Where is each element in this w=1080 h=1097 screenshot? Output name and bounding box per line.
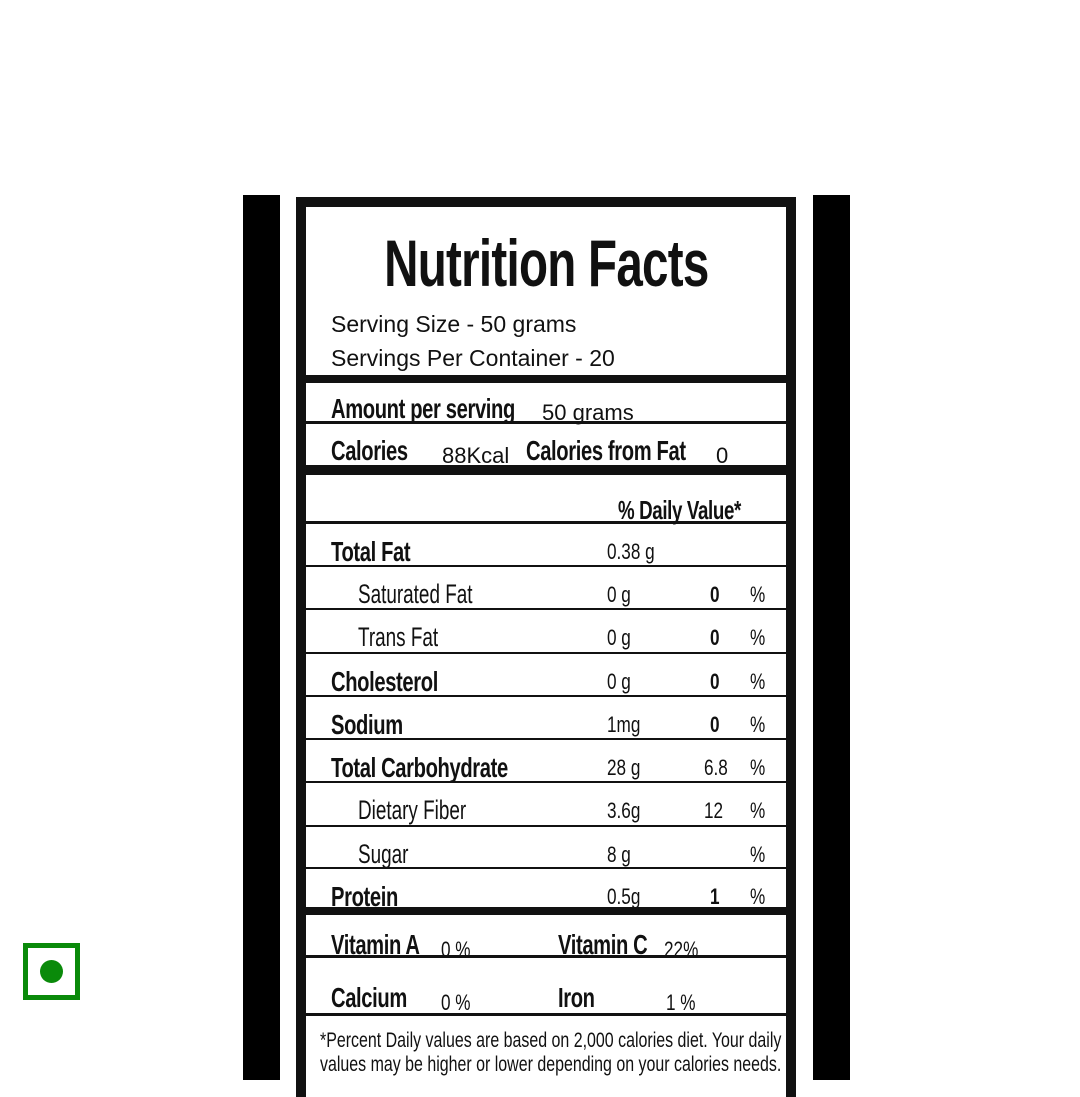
footnote-line-2: values may be higher or lower depending … — [320, 1053, 782, 1076]
nutrient-name: Total Carbohydrate — [331, 752, 508, 783]
serving-size: Serving Size - 50 grams — [331, 311, 577, 337]
calories-from-fat-label: Calories from Fat — [526, 435, 686, 466]
nutrient-name: Sugar — [358, 839, 409, 869]
nutrient-daily-value: 1 — [710, 884, 720, 909]
right-black-bar — [813, 195, 850, 1080]
left-black-bar — [243, 195, 280, 1080]
nutrient-name: Dietary Fiber — [358, 795, 467, 825]
divider — [306, 608, 786, 610]
divider — [306, 781, 786, 783]
servings-per-container: Servings Per Container - 20 — [331, 345, 615, 371]
vitamin-c-value: 22% — [664, 937, 699, 962]
calories-label: Calories — [331, 435, 408, 466]
nutrient-amount: 0 g — [607, 625, 631, 650]
iron-label: Iron — [558, 982, 595, 1013]
nutrient-daily-value: 0 — [710, 669, 720, 694]
divider — [306, 521, 786, 524]
iron-value: 1 % — [666, 990, 696, 1015]
nutrient-amount: 8 g — [607, 842, 631, 867]
divider — [306, 465, 786, 475]
calcium-label: Calcium — [331, 982, 407, 1013]
nutrient-amount: 0.38 g — [607, 539, 655, 564]
nutrient-daily-value: 12 — [704, 798, 724, 823]
divider — [306, 955, 786, 958]
percent-sign: % — [750, 884, 766, 909]
percent-sign: % — [750, 842, 766, 867]
divider — [306, 907, 786, 915]
nutrient-name: Total Fat — [331, 536, 411, 567]
divider — [306, 652, 786, 654]
percent-sign: % — [750, 582, 766, 607]
vitamin-a-label: Vitamin A — [331, 929, 420, 960]
percent-sign: % — [750, 755, 766, 780]
divider — [306, 375, 786, 383]
divider — [306, 738, 786, 740]
nutrient-daily-value — [710, 539, 754, 565]
nutrient-name: Sodium — [331, 709, 403, 740]
calories-from-fat-value: 0 — [716, 443, 729, 468]
nutrient-name: Trans Fat — [358, 622, 439, 652]
nutrient-amount: 0 g — [607, 582, 631, 607]
nutrient-amount: 3.6g — [607, 798, 641, 823]
nutrient-daily-value: 6.8 — [704, 755, 728, 780]
vitamin-a-value: 0 % — [441, 937, 471, 962]
footnote-line-1: *Percent Daily values are based on 2,000… — [320, 1029, 782, 1052]
divider — [306, 421, 786, 424]
divider — [306, 1013, 786, 1016]
percent-sign: % — [750, 712, 766, 737]
nutrient-daily-value: 0 — [710, 712, 720, 737]
nutrient-amount: 0.5g — [607, 884, 641, 909]
nutrient-amount: 0 g — [607, 669, 631, 694]
nutrient-name: Protein — [331, 881, 398, 912]
percent-sign: % — [750, 798, 766, 823]
calories-value: 88Kcal — [442, 443, 510, 468]
percent-sign: % — [750, 669, 766, 694]
daily-value-header: % Daily Value* — [618, 495, 741, 525]
nutrition-label: Nutrition Facts Serving Size - 50 grams … — [296, 197, 796, 1097]
nutrient-daily-value: 0 — [710, 625, 720, 650]
calcium-value: 0 % — [441, 990, 471, 1015]
amount-per-serving-value: 50 grams — [542, 400, 634, 425]
divider — [306, 867, 786, 869]
nutrient-daily-value: 0 — [710, 582, 720, 607]
nutrient-amount: 28 g — [607, 755, 641, 780]
amount-per-serving: Amount per serving — [331, 393, 515, 424]
nutrient-daily-value — [710, 842, 754, 868]
divider — [306, 825, 786, 827]
nutrient-amount: 1mg — [607, 712, 641, 737]
nutrient-name: Cholesterol — [331, 666, 438, 697]
vitamin-c-label: Vitamin C — [558, 929, 648, 960]
nutrient-name: Saturated Fat — [358, 579, 473, 609]
divider — [306, 695, 786, 697]
percent-sign: % — [750, 625, 766, 650]
veg-symbol-icon — [23, 943, 80, 1000]
divider — [306, 565, 786, 567]
label-title: Nutrition Facts — [383, 226, 709, 300]
